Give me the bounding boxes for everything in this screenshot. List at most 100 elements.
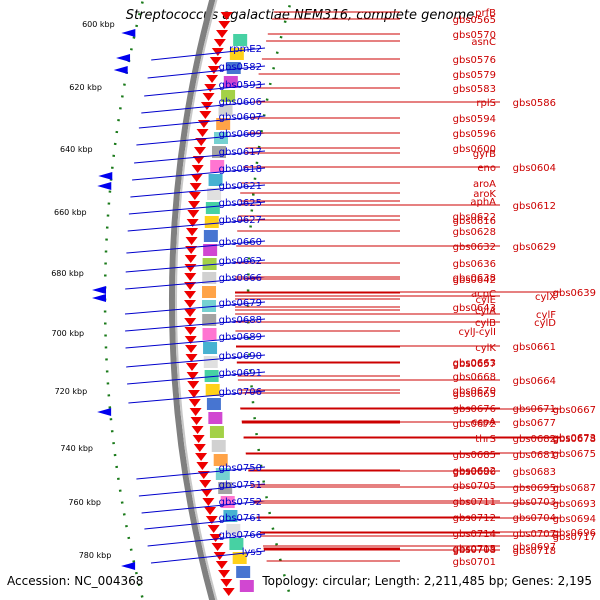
cog-category-block — [208, 174, 223, 186]
gene-label-right: gbs0715 — [453, 544, 496, 555]
forward-cds-mark — [202, 93, 215, 101]
gene-label-right: gbs0622 — [453, 212, 496, 223]
gene-leader-left — [147, 65, 266, 79]
cog-category-block — [203, 342, 218, 354]
gene-leader-left — [144, 516, 266, 530]
forward-cds-mark — [193, 444, 206, 452]
cog-category-block — [204, 216, 219, 228]
scale-tick-label: 760 kbp — [68, 498, 101, 507]
forward-cds-mark — [190, 174, 203, 182]
scale-tick-label: 780 kbp — [79, 551, 112, 560]
scale-tick-label: 620 kbp — [69, 83, 102, 92]
gene-label-left: gbs0606 — [219, 97, 262, 108]
gene-leader-left — [136, 132, 266, 146]
scale-tick-label: 700 kbp — [52, 329, 85, 338]
gene-label-right: gbs0671 — [513, 404, 556, 415]
tick-ring — [103, 0, 145, 600]
gene-label-right: gbs0683 — [513, 467, 556, 478]
gene-label-right: gbs0707 — [513, 529, 556, 540]
gene-label-right: gbs0596 — [453, 129, 496, 140]
forward-cds-mark — [218, 21, 231, 29]
reverse-cds-mark — [121, 29, 136, 37]
gene-leader-left — [134, 150, 266, 164]
forward-cds-mark — [184, 318, 197, 326]
cog-category-block — [205, 384, 220, 396]
gene-label-left: gbs0688 — [219, 315, 262, 326]
gene-label-right: gbs0681 — [513, 450, 556, 461]
gene-label-right: aphA — [470, 197, 496, 208]
forward-cds-mark — [190, 417, 203, 425]
forward-cds-mark — [185, 345, 198, 353]
gene-leader-left — [136, 466, 266, 480]
forward-cds-mark — [186, 363, 199, 371]
scale-tick-label: 600 kbp — [82, 20, 115, 29]
gene-label-right: gbs0661 — [513, 342, 556, 353]
gene-label-left: gbs0679 — [219, 298, 262, 309]
gene-label-right: gbs0703 — [513, 497, 556, 508]
gene-label-right: gbs0579 — [453, 70, 496, 81]
forward-cds-mark — [200, 102, 213, 110]
cog-category-block — [226, 62, 241, 74]
reverse-cds-mark — [92, 294, 107, 302]
forward-cds-mark — [187, 210, 200, 218]
gene-leader-left — [128, 201, 266, 215]
gene-label-right: thrS — [475, 434, 496, 445]
gene-leader-left — [130, 184, 266, 198]
gene-leader-left — [126, 354, 266, 368]
reverse-cds-mark — [97, 408, 112, 416]
forward-cds-mark — [216, 30, 229, 38]
gene-label-right: gbs0695 — [513, 483, 556, 494]
cog-category-block — [202, 286, 217, 298]
gene-label-right: gbs0576 — [453, 55, 496, 66]
forward-cds-mark — [218, 570, 231, 578]
forward-cds-mark — [191, 165, 204, 173]
cog-category-block — [204, 370, 219, 382]
gene-label-right: prfB — [475, 8, 496, 19]
forward-cds-mark — [207, 525, 220, 533]
gene-label-right: gbs0704 — [513, 513, 556, 524]
gene-leader-left — [124, 301, 266, 315]
gene-leader-left — [127, 371, 266, 385]
scale-tick-label: 640 kbp — [60, 145, 93, 154]
gene-label-left: gbs0582 — [219, 62, 262, 73]
gene-label-right: eno — [477, 163, 496, 174]
scale-tick-label: 660 kbp — [54, 208, 87, 217]
forward-cds-mark — [220, 12, 233, 20]
gene-leader-left — [127, 218, 266, 232]
reverse-cds-mark — [113, 66, 128, 74]
forward-cds-mark — [186, 228, 199, 236]
gene-label-left: gbs0609 — [219, 129, 262, 140]
forward-cds-mark — [195, 453, 208, 461]
gene-label-left: gbs0618 — [219, 164, 262, 175]
forward-cds-mark — [207, 66, 220, 74]
backbone-ring — [169, 0, 216, 600]
cog-category-block — [208, 412, 223, 424]
forward-cds-mark — [186, 372, 199, 380]
forward-cds-mark — [184, 264, 197, 272]
gene-label-right: gbs0717 — [553, 532, 596, 543]
gene-label-left: gbs0761 — [219, 513, 262, 524]
gene-label-right: gbs0692 — [453, 466, 496, 477]
gene-label-right: cylE — [475, 295, 496, 306]
forward-cds-mark — [185, 237, 198, 245]
gene-label-left: gbs0750 — [219, 463, 262, 474]
gene-label-right: gbs0628 — [453, 227, 496, 238]
gene-label-right: cylA — [475, 306, 496, 317]
gene-label-right: rplS — [476, 98, 496, 109]
gene-leader-left — [141, 100, 266, 114]
cog-category-block — [202, 328, 217, 340]
gene-label-right: gbs0664 — [513, 376, 556, 387]
forward-cds-mark — [184, 291, 197, 299]
forward-cds-mark — [187, 381, 200, 389]
gene-label-right: gbs0612 — [513, 201, 556, 212]
forward-cds-mark — [184, 336, 197, 344]
gene-label-right: acpC — [471, 289, 496, 300]
gene-label-left: gbs0689 — [219, 332, 262, 343]
cog-category-block — [213, 132, 228, 144]
gene-leader-left — [150, 550, 266, 564]
gene-leader-left — [144, 83, 266, 97]
gene-label-right: gbs0711 — [453, 497, 496, 508]
cog-category-block — [213, 454, 228, 466]
forward-cds-mark — [188, 201, 201, 209]
